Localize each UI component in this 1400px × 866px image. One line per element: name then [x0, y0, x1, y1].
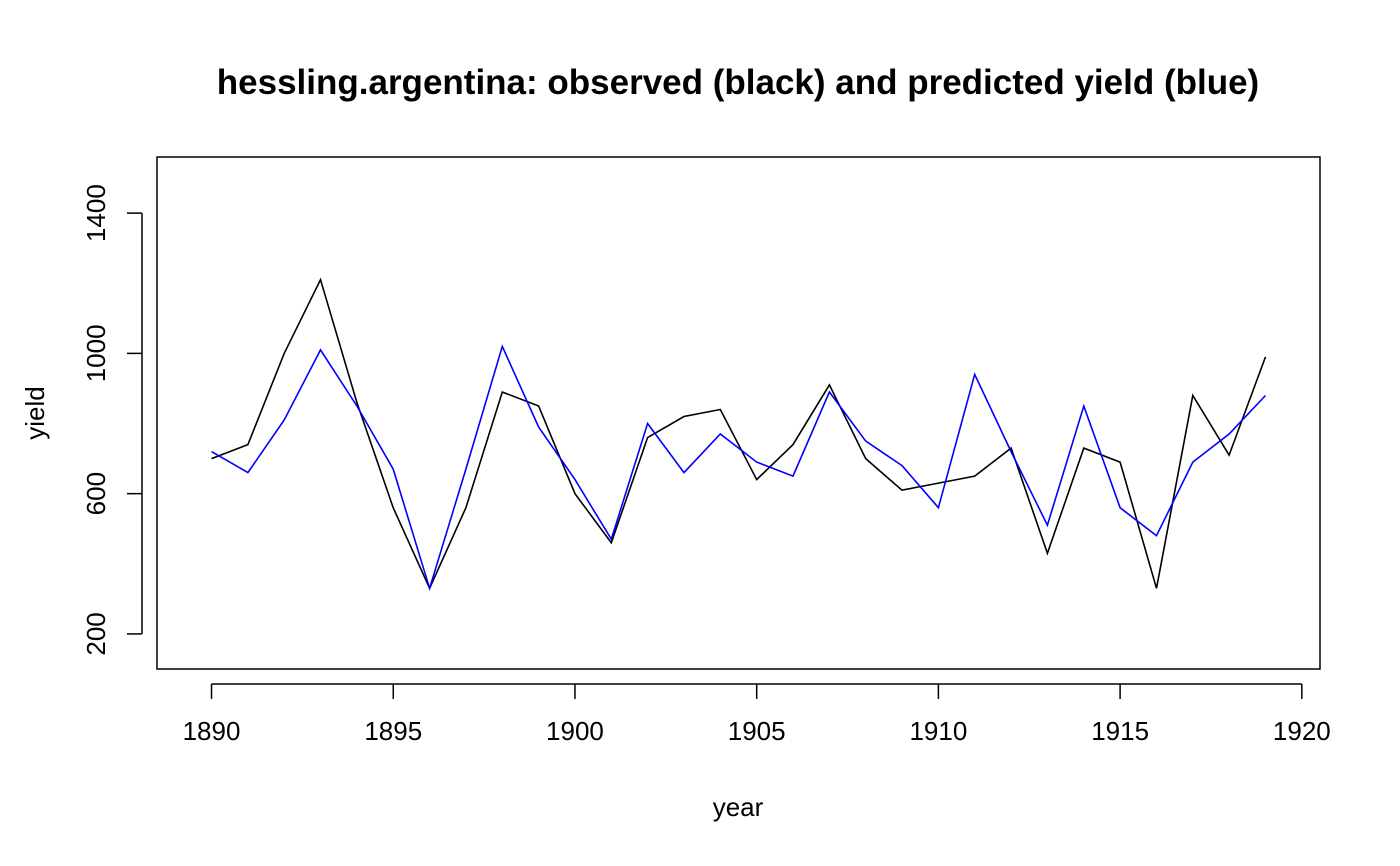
- x-tick-label: 1895: [364, 716, 422, 746]
- y-tick-label: 1000: [81, 324, 111, 382]
- series-layer: [211, 277, 1267, 592]
- y-axis-title: yield: [20, 386, 50, 439]
- x-tick-label: 1910: [909, 716, 967, 746]
- y-axis: 200 600 1000 1400: [81, 184, 143, 656]
- y-tick-label: 200: [81, 612, 111, 655]
- x-tick-label: 1905: [728, 716, 786, 746]
- series-line-0: [211, 277, 1267, 591]
- chart-title: hessling.argentina: observed (black) and…: [217, 63, 1259, 102]
- x-tick-label: 1915: [1091, 716, 1149, 746]
- series-line-1: [211, 344, 1267, 592]
- y-tick-label: 600: [81, 472, 111, 515]
- x-tick-label: 1920: [1273, 716, 1331, 746]
- x-axis: 1890 1895 1900 1905 1910 1915 1920: [183, 683, 1331, 746]
- x-tick-label: 1900: [546, 716, 604, 746]
- plot-frame: [156, 156, 1321, 670]
- y-tick-label: 1400: [81, 184, 111, 242]
- x-axis-title: year: [713, 792, 764, 822]
- x-tick-label: 1890: [183, 716, 241, 746]
